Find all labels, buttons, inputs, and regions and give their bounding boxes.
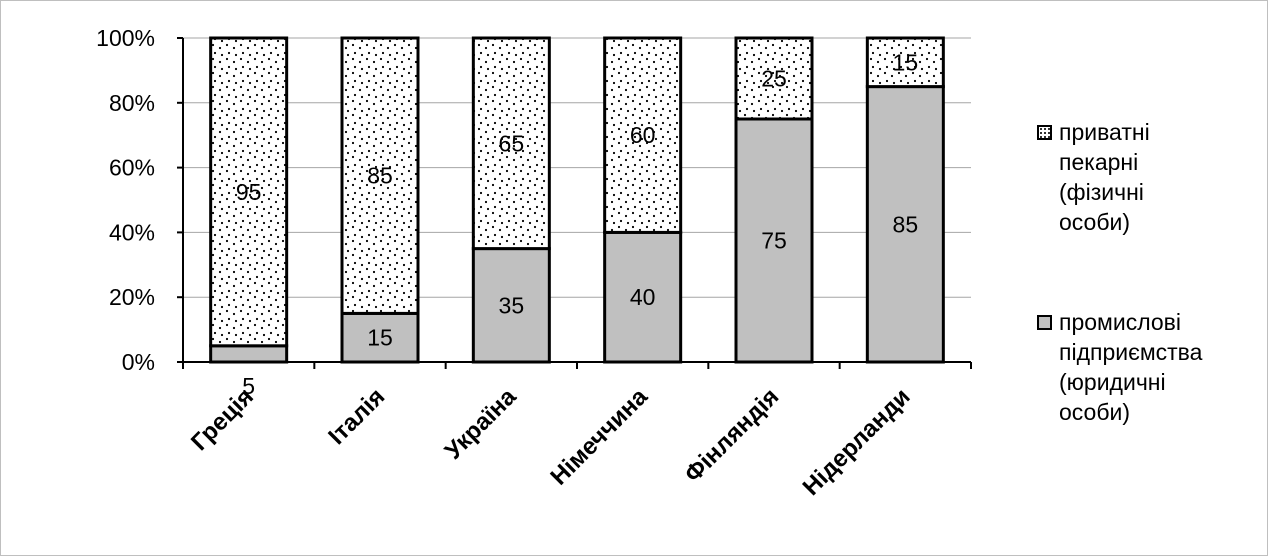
data-label-industrial: 35 — [499, 292, 525, 318]
legend: приватні пекарні (фізичні особи) промисл… — [1037, 117, 1267, 449]
legend-label-private: приватні пекарні (фізичні особи) — [1059, 119, 1150, 235]
bar-segment-private — [209, 36, 289, 348]
gridlines — [183, 37, 971, 298]
bar-segment-private — [734, 36, 814, 121]
x-category-label: Німеччина — [545, 383, 653, 491]
bar-segment-industrial — [734, 117, 814, 364]
legend-item-private-bakeries: приватні пекарні (фізичні особи) — [1037, 117, 1267, 237]
x-category-label: Нідерланди — [798, 383, 916, 501]
data-label-industrial: 40 — [630, 284, 656, 310]
x-category-label: Італія — [323, 383, 390, 450]
legend-swatch-private — [1037, 125, 1052, 140]
data-label-industrial: 15 — [367, 325, 393, 351]
x-category-label: Україна — [440, 383, 522, 465]
y-tick-label: 60% — [109, 155, 155, 181]
data-label-private: 85 — [367, 163, 393, 189]
bar-segment-private — [471, 36, 551, 251]
y-tick-label: 100% — [96, 25, 155, 51]
x-category-label: Фінляндія — [679, 383, 784, 488]
bars — [209, 36, 945, 364]
data-label-private: 60 — [630, 122, 656, 148]
bar-segment-private — [603, 36, 683, 234]
data-label-industrial: 5 — [242, 373, 255, 399]
bar-segment-private — [340, 36, 420, 315]
y-tick-label: 0% — [122, 349, 155, 375]
data-label-private: 65 — [499, 130, 525, 156]
data-labels: 5 95 15 85 35 65 40 60 75 25 85 15 — [236, 49, 918, 399]
y-tick-label: 40% — [109, 219, 155, 245]
data-label-industrial: 75 — [761, 228, 787, 254]
data-label-private: 95 — [236, 179, 262, 205]
stacked-bar-chart: 0%20%40%60%80%100%Греція Італія Україна Нім… — [96, 25, 972, 501]
bar-segment-industrial — [865, 85, 945, 364]
legend-item-industrial-enterprises: промислові підприємства (юридичні особи) — [1037, 307, 1267, 427]
y-tick-label: 80% — [109, 90, 155, 116]
data-label-private: 25 — [761, 66, 787, 92]
bar-segment-private — [865, 36, 945, 89]
legend-swatch-industrial — [1037, 315, 1052, 330]
data-label-private: 15 — [893, 49, 919, 75]
bar-segment-industrial — [209, 344, 289, 364]
y-tick-label: 20% — [109, 284, 155, 310]
legend-label-industrial: промислові підприємства (юридичні особи) — [1059, 309, 1203, 425]
data-label-industrial: 85 — [893, 211, 919, 237]
